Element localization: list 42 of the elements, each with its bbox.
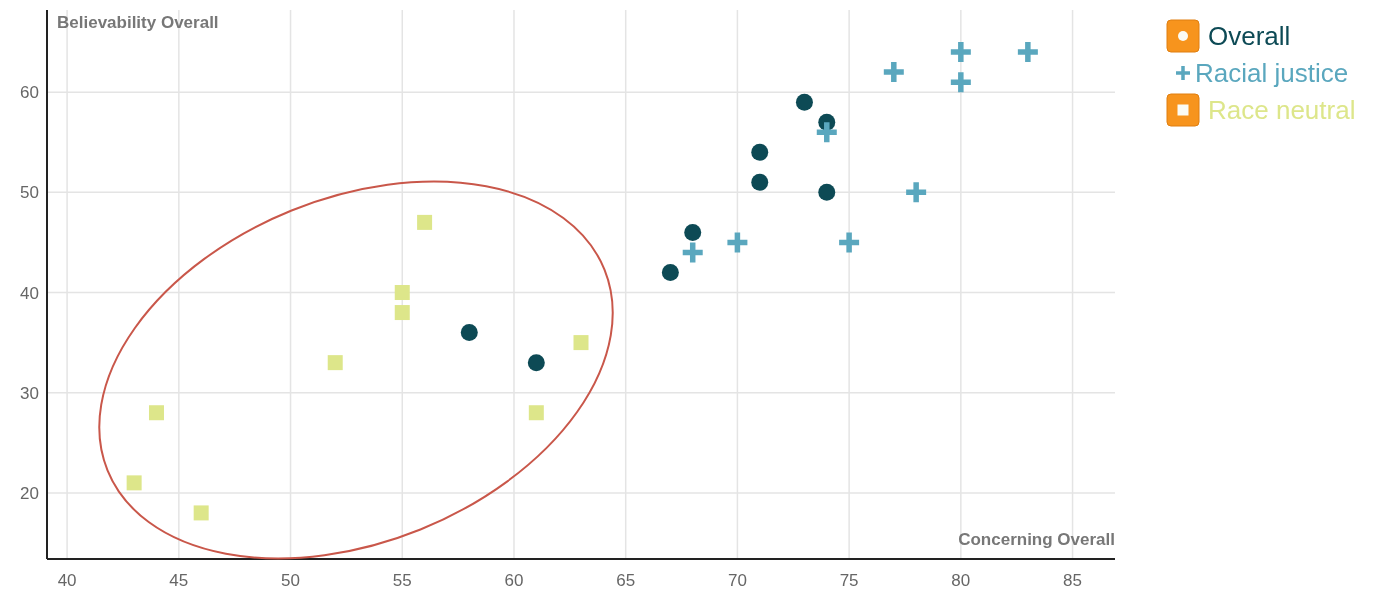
point [528,405,544,421]
y-tick-label: 20 [20,483,39,503]
y-tick-label: 40 [20,283,39,303]
text: Race neutral [1208,95,1356,125]
point [327,355,343,371]
x-tick-label: 85 [1063,571,1083,590]
point [573,335,589,351]
point [881,59,907,85]
x-tick-label: 60 [504,571,524,590]
point [751,173,769,191]
x-tick-label: 75 [839,571,859,590]
point [148,405,164,421]
legend-label: Racial justice [1195,58,1349,88]
point [795,93,813,111]
point [527,354,545,372]
y-tick-label: 60 [20,83,39,103]
point [193,505,209,521]
y-axis-title: Believability Overall [57,13,219,32]
y-tick-label: 50 [20,183,39,203]
x-tick-label: 45 [169,571,189,590]
x-axis-title: Concerning Overall [958,530,1115,549]
x-tick-label: 50 [281,571,300,590]
point [751,143,769,161]
point [818,183,836,201]
point [394,285,410,301]
x-tick-label: 55 [392,571,412,590]
point [684,223,702,241]
point [417,214,433,230]
point [460,324,478,342]
point [948,39,974,65]
x-tick-label: 70 [727,571,747,590]
point [948,69,974,95]
point [1015,39,1041,65]
point [126,475,142,491]
x-tick-label: 65 [616,571,636,590]
text: Overall [1208,21,1291,51]
x-tick-label: 40 [57,571,77,590]
point [661,263,679,281]
x-tick-label: 80 [951,571,971,590]
y-tick-label: 30 [20,383,39,403]
point [814,119,840,145]
point [394,305,410,321]
